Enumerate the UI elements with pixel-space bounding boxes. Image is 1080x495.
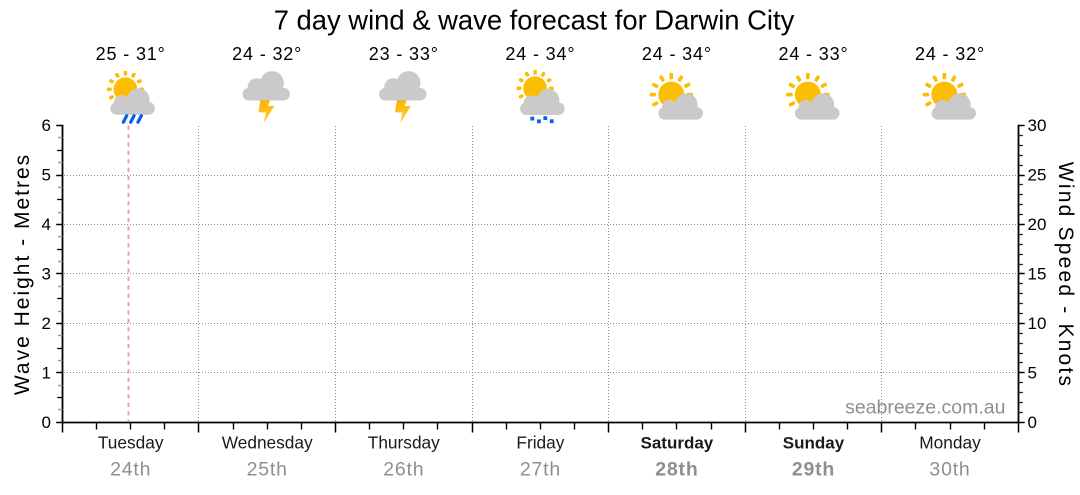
svg-text:29th: 29th	[792, 459, 835, 481]
svg-text:25: 25	[1028, 166, 1047, 185]
svg-text:24 - 32°: 24 - 32°	[232, 44, 302, 64]
svg-text:15: 15	[1028, 264, 1047, 283]
svg-text:5: 5	[1028, 363, 1037, 382]
svg-text:24 - 34°: 24 - 34°	[505, 44, 575, 64]
svg-text:Monday: Monday	[919, 433, 981, 453]
svg-text:Tuesday: Tuesday	[98, 433, 164, 453]
svg-text:1: 1	[42, 363, 51, 382]
svg-text:0: 0	[42, 413, 51, 432]
svg-text:27th: 27th	[520, 459, 561, 481]
svg-text:24 - 32°: 24 - 32°	[915, 44, 985, 64]
svg-text:0: 0	[1028, 413, 1037, 432]
svg-text:4: 4	[42, 215, 51, 234]
svg-text:25 - 31°: 25 - 31°	[96, 44, 166, 64]
svg-text:Wind Speed - Knots: Wind Speed - Knots	[1054, 162, 1077, 388]
svg-text:28th: 28th	[655, 459, 698, 481]
svg-text:20: 20	[1028, 215, 1047, 234]
svg-text:24th: 24th	[110, 459, 151, 481]
svg-text:Wave Height - Metres: Wave Height - Metres	[11, 153, 34, 395]
svg-text:26th: 26th	[383, 459, 424, 481]
svg-text:2: 2	[42, 314, 51, 333]
svg-text:10: 10	[1028, 314, 1047, 333]
svg-text:seabreeze.com.au: seabreeze.com.au	[845, 397, 1005, 419]
svg-text:6: 6	[42, 116, 51, 135]
svg-text:Sunday: Sunday	[783, 434, 845, 453]
svg-text:25th: 25th	[247, 459, 288, 481]
svg-text:Friday: Friday	[516, 433, 564, 453]
svg-text:Saturday: Saturday	[641, 434, 714, 453]
svg-text:24 - 34°: 24 - 34°	[642, 44, 712, 64]
svg-text:30: 30	[1028, 116, 1047, 135]
svg-text:30th: 30th	[929, 459, 970, 481]
svg-text:3: 3	[42, 264, 51, 283]
svg-text:Wednesday: Wednesday	[222, 433, 313, 453]
svg-text:5: 5	[42, 166, 51, 185]
svg-text:Thursday: Thursday	[368, 433, 440, 453]
svg-text:23 - 33°: 23 - 33°	[369, 44, 439, 64]
svg-text:7 day wind & wave forecast for: 7 day wind & wave forecast for Darwin Ci…	[274, 4, 795, 35]
svg-text:24 - 33°: 24 - 33°	[778, 44, 848, 64]
